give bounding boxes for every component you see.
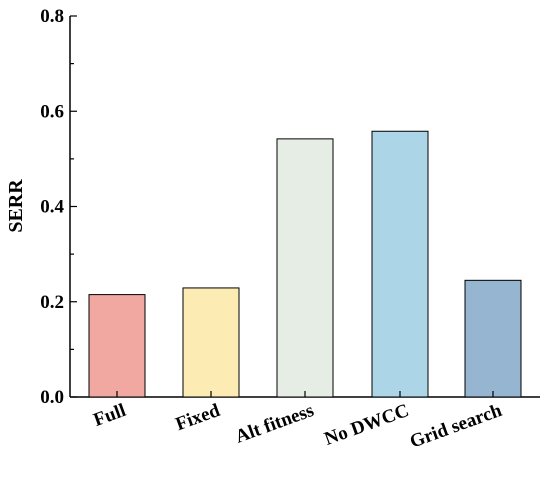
x-tick-label: Alt fitness	[233, 400, 317, 448]
bar-alt-fitness	[276, 138, 334, 398]
y-tick-label: 0.2	[40, 292, 64, 313]
bars	[88, 130, 522, 398]
x-tick-label: Grid search	[407, 400, 505, 453]
x-tick-label: No DWCC	[322, 400, 412, 450]
x-tick-label: Fixed	[173, 400, 223, 435]
y-tick-label: 0.4	[40, 197, 64, 218]
bar-full	[88, 294, 146, 398]
x-tick-label: Full	[91, 400, 129, 431]
y-tick-label: 0.0	[40, 387, 64, 408]
y-axis-ticks: 0.0 0.2 0.4 0.6 0.8	[40, 6, 77, 408]
bar-grid-search	[464, 279, 522, 398]
bar-fixed	[182, 287, 240, 398]
y-tick-label: 0.6	[40, 101, 64, 122]
bar-no-dwcc	[371, 130, 429, 398]
y-tick-label: 0.8	[40, 6, 64, 27]
y-axis-title: SERR	[5, 179, 27, 233]
